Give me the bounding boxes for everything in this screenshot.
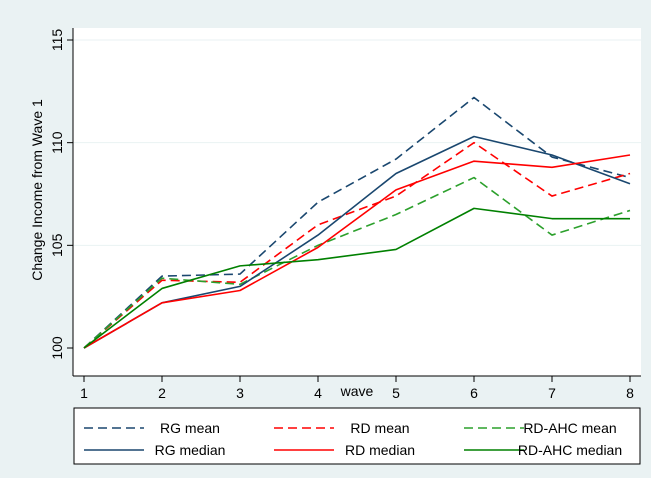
x-tick-label: 8	[626, 385, 634, 401]
legend-label: RD-AHC mean	[523, 420, 616, 436]
x-axis-label: wave	[340, 383, 374, 399]
legend-box	[73, 407, 641, 465]
legend-label: RD mean	[350, 420, 409, 436]
y-tick-label: 105	[49, 233, 65, 257]
legend: RG mean RD mean RD-AHC mean RG median RD med…	[73, 407, 641, 465]
series-line-3	[83, 176, 631, 349]
y-tick-label: 115	[49, 29, 65, 52]
x-tick-label: 1	[80, 385, 88, 401]
gridlines	[73, 39, 641, 246]
y-tick-label: 110	[49, 131, 65, 154]
x-tick-label: 6	[470, 385, 478, 401]
x-tick-label: 2	[158, 385, 166, 401]
series-line-1	[83, 96, 631, 349]
y-tick-label: 100	[49, 336, 65, 360]
legend-label: RG mean	[160, 420, 220, 436]
axes: 100 105 110 115 1 2 3 4 5 6 7 8	[49, 28, 641, 401]
series-line-5	[83, 154, 631, 349]
series-lines	[83, 96, 631, 349]
x-tick-label: 3	[236, 385, 244, 401]
x-tick-label: 7	[548, 385, 556, 401]
series-line-6	[83, 207, 630, 349]
x-tick-label: 4	[314, 385, 322, 401]
y-axis-label: Change Income from Wave 1	[29, 99, 45, 281]
legend-label: RG median	[155, 442, 226, 458]
legend-label: RD median	[345, 442, 415, 458]
plot-region	[73, 28, 641, 376]
series-line-2	[83, 141, 631, 349]
x-tick-label: 5	[392, 385, 400, 401]
legend-label: RD-AHC median	[518, 442, 622, 458]
